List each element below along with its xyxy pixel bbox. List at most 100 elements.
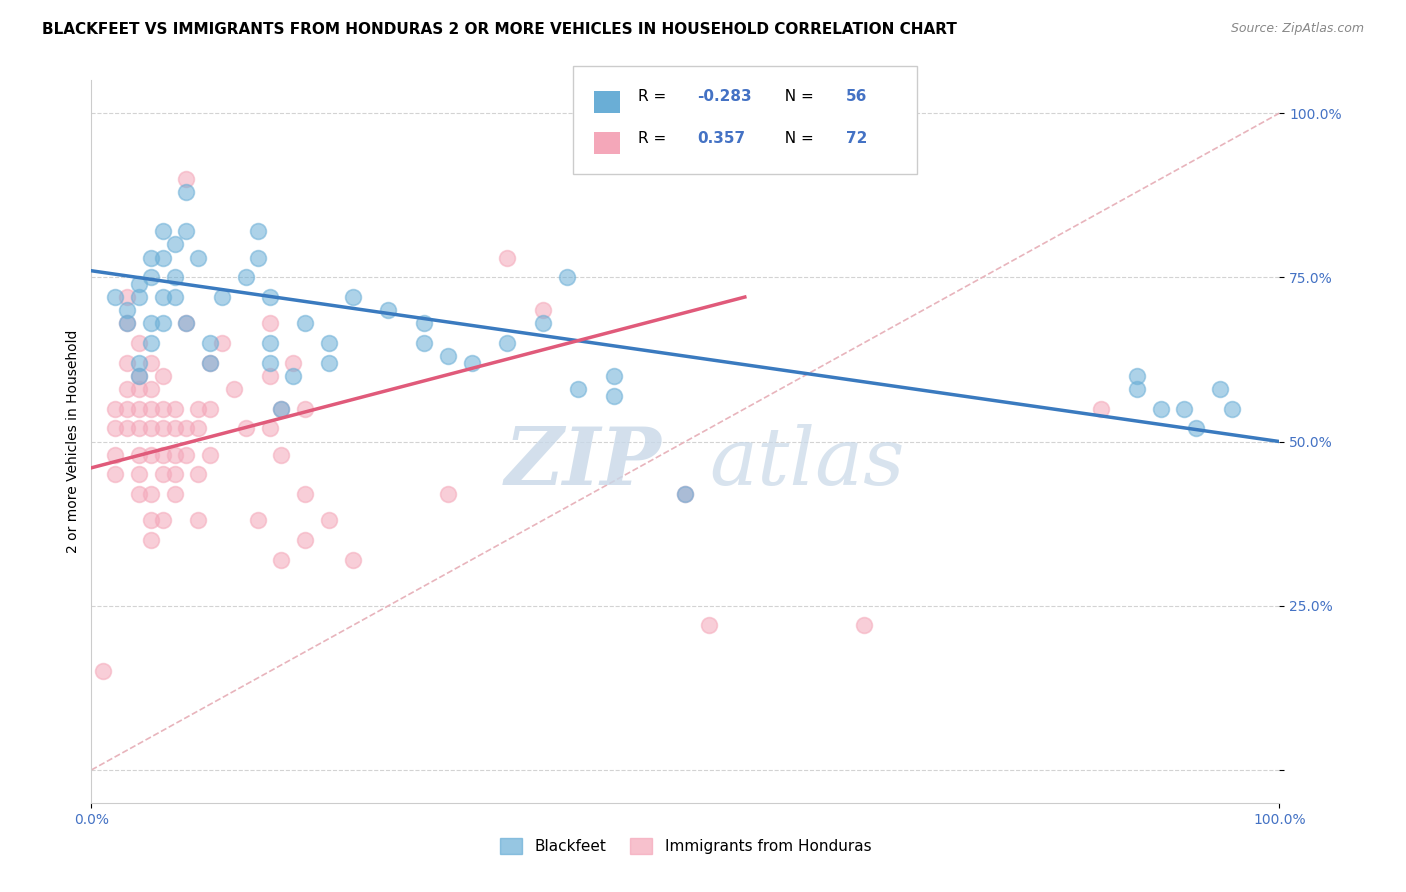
Point — [139, 336, 162, 351]
Point — [187, 467, 209, 482]
Point — [294, 401, 316, 416]
Point — [342, 290, 364, 304]
Point — [852, 618, 875, 632]
Point — [270, 401, 292, 416]
Point — [531, 316, 554, 330]
Point — [176, 316, 198, 330]
Point — [163, 270, 186, 285]
Point — [176, 448, 198, 462]
Point — [139, 270, 162, 285]
Point — [152, 316, 174, 330]
Point — [152, 290, 174, 304]
Point — [187, 251, 209, 265]
Point — [152, 513, 174, 527]
Point — [139, 533, 162, 547]
Point — [259, 336, 281, 351]
Point — [115, 401, 138, 416]
Point — [259, 316, 281, 330]
Point — [283, 356, 305, 370]
Point — [91, 665, 114, 679]
Point — [128, 356, 150, 370]
Point — [128, 467, 150, 482]
Point — [270, 448, 292, 462]
Point — [294, 487, 316, 501]
Point — [413, 316, 436, 330]
Point — [187, 513, 209, 527]
Point — [176, 421, 198, 435]
Point — [115, 356, 138, 370]
Point — [1173, 401, 1195, 416]
Point — [128, 382, 150, 396]
Point — [176, 171, 198, 186]
Point — [104, 401, 127, 416]
Point — [139, 356, 162, 370]
Point — [152, 421, 174, 435]
Point — [246, 224, 269, 238]
Text: BLACKFEET VS IMMIGRANTS FROM HONDURAS 2 OR MORE VEHICLES IN HOUSEHOLD CORRELATIO: BLACKFEET VS IMMIGRANTS FROM HONDURAS 2 … — [42, 22, 957, 37]
Point — [294, 533, 316, 547]
Point — [152, 251, 174, 265]
Point — [176, 185, 198, 199]
Text: -0.283: -0.283 — [697, 88, 752, 103]
Point — [115, 290, 138, 304]
Point — [555, 270, 578, 285]
Text: 0.357: 0.357 — [697, 130, 745, 145]
Point — [259, 290, 281, 304]
Point — [139, 401, 162, 416]
Point — [115, 316, 138, 330]
Point — [259, 421, 281, 435]
Point — [152, 368, 174, 383]
Text: atlas: atlas — [709, 425, 904, 502]
Point — [1220, 401, 1243, 416]
Point — [318, 513, 340, 527]
Point — [673, 487, 696, 501]
Point — [603, 388, 626, 402]
Point — [436, 487, 458, 501]
Point — [200, 336, 222, 351]
Text: N =: N = — [775, 130, 818, 145]
Point — [187, 421, 209, 435]
Point — [163, 487, 186, 501]
Point — [200, 356, 222, 370]
Point — [259, 356, 281, 370]
Point — [200, 401, 222, 416]
Point — [567, 382, 589, 396]
Point — [1209, 382, 1232, 396]
Point — [1185, 421, 1208, 435]
Point — [200, 356, 222, 370]
Point — [1090, 401, 1112, 416]
Point — [128, 290, 150, 304]
Point — [259, 368, 281, 383]
Text: N =: N = — [775, 88, 818, 103]
Text: R =: R = — [638, 130, 671, 145]
Point — [104, 467, 127, 482]
Point — [246, 251, 269, 265]
Text: R =: R = — [638, 88, 671, 103]
Y-axis label: 2 or more Vehicles in Household: 2 or more Vehicles in Household — [66, 330, 80, 553]
Point — [163, 448, 186, 462]
Point — [211, 336, 233, 351]
Point — [104, 290, 127, 304]
Point — [283, 368, 305, 383]
Text: 72: 72 — [846, 130, 868, 145]
Point — [1126, 368, 1149, 383]
Point — [128, 336, 150, 351]
FancyBboxPatch shape — [572, 66, 917, 174]
Point — [246, 513, 269, 527]
Text: Source: ZipAtlas.com: Source: ZipAtlas.com — [1230, 22, 1364, 36]
Point — [531, 303, 554, 318]
Point — [128, 401, 150, 416]
Point — [270, 401, 292, 416]
Point — [163, 401, 186, 416]
Point — [115, 421, 138, 435]
Point — [211, 290, 233, 304]
Point — [496, 251, 519, 265]
Point — [139, 487, 162, 501]
Point — [176, 316, 198, 330]
Point — [152, 224, 174, 238]
FancyBboxPatch shape — [593, 91, 620, 112]
FancyBboxPatch shape — [593, 132, 620, 154]
Point — [163, 421, 186, 435]
Legend: Blackfeet, Immigrants from Honduras: Blackfeet, Immigrants from Honduras — [494, 832, 877, 860]
Point — [152, 401, 174, 416]
